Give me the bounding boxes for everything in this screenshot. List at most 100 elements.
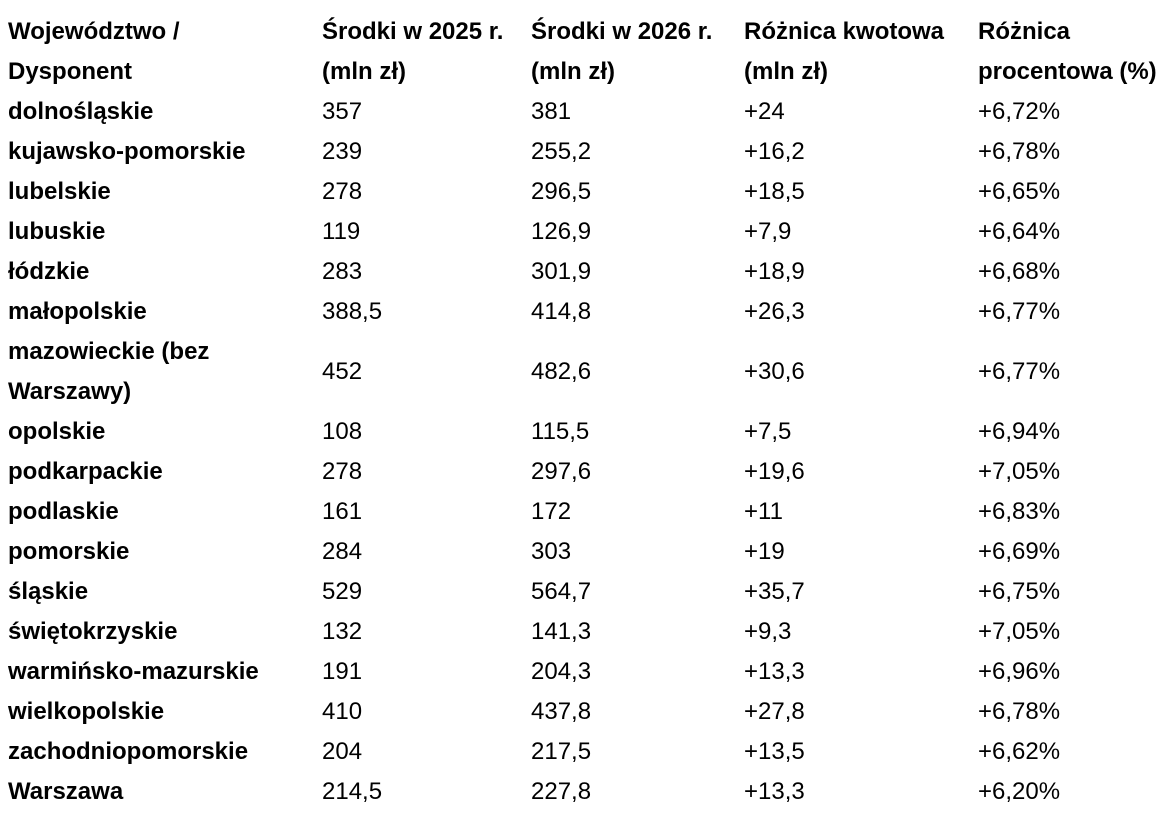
row-label: Warszawa bbox=[8, 778, 124, 805]
row-label: opolskie bbox=[8, 418, 106, 445]
row-label: wielkopolskie bbox=[8, 698, 165, 725]
cell-roznica-procentowa: +6,96% bbox=[978, 658, 1061, 685]
table-row: pomorskie 284 303 +19 +6,69% bbox=[0, 532, 1174, 572]
row-label-cell: warmińsko-mazurskie bbox=[0, 652, 322, 692]
table-row: lubuskie 119 126,9 +7,9 +6,64% bbox=[0, 212, 1174, 252]
table-row: wielkopolskie 410 437,8 +27,8 +6,78% bbox=[0, 692, 1174, 732]
table-row: dolnośląskie 357 381 +24 +6,72% bbox=[0, 92, 1174, 132]
cell-roznica-procentowa: +7,05% bbox=[978, 618, 1061, 645]
cell-srodki-2025: 284 bbox=[322, 538, 363, 565]
cell-roznica-kwotowa: +11 bbox=[744, 498, 783, 525]
cell-srodki-2026: 301,9 bbox=[531, 258, 592, 285]
row-label: zachodniopomorskie bbox=[8, 738, 249, 765]
column-header-line: Różnica bbox=[978, 18, 1071, 45]
cell-roznica-procentowa: +6,75% bbox=[978, 578, 1061, 605]
row-label-cell: śląskie bbox=[0, 572, 322, 612]
row-label-cell: lubelskie bbox=[0, 172, 322, 212]
table-row: Warszawa 214,5 227,8 +13,3 +6,20% bbox=[0, 772, 1174, 812]
table-row: lubelskie 278 296,5 +18,5 +6,65% bbox=[0, 172, 1174, 212]
cell-srodki-2025: 214,5 bbox=[322, 778, 383, 805]
cell-roznica-kwotowa: +30,6 bbox=[744, 358, 805, 385]
table-row: opolskie 108 115,5 +7,5 +6,94% bbox=[0, 412, 1174, 452]
table-row: mazowieckie (bez Warszawy) 452 482,6 +30… bbox=[0, 332, 1174, 412]
cell-srodki-2026: 217,5 bbox=[531, 738, 592, 765]
cell-srodki-2026: 255,2 bbox=[531, 138, 592, 165]
cell-srodki-2025: 239 bbox=[322, 138, 363, 165]
row-label-cell: wielkopolskie bbox=[0, 692, 322, 732]
row-label-cell: łódzkie bbox=[0, 252, 322, 292]
column-header-line: procentowa (%) bbox=[978, 58, 1157, 85]
cell-srodki-2025: 204 bbox=[322, 738, 363, 765]
cell-roznica-procentowa: +6,78% bbox=[978, 698, 1061, 725]
cell-roznica-kwotowa: +13,3 bbox=[744, 778, 805, 805]
cell-srodki-2025: 283 bbox=[322, 258, 363, 285]
row-label-cell: dolnośląskie bbox=[0, 92, 322, 132]
cell-srodki-2026: 126,9 bbox=[531, 218, 592, 245]
cell-roznica-procentowa: +6,68% bbox=[978, 258, 1061, 285]
row-label: śląskie bbox=[8, 578, 89, 605]
row-label: kujawsko-pomorskie bbox=[8, 138, 246, 165]
cell-srodki-2025: 388,5 bbox=[322, 298, 383, 325]
cell-roznica-procentowa: +6,83% bbox=[978, 498, 1061, 525]
row-label: warmińsko-mazurskie bbox=[8, 658, 259, 685]
cell-srodki-2026: 381 bbox=[531, 98, 572, 125]
row-label-cell: lubuskie bbox=[0, 212, 322, 252]
row-label-cell: Warszawa bbox=[0, 772, 322, 812]
cell-roznica-kwotowa: +13,3 bbox=[744, 658, 805, 685]
row-label-cell: pomorskie bbox=[0, 532, 322, 572]
cell-roznica-procentowa: +6,94% bbox=[978, 418, 1061, 445]
table-row: śląskie 529 564,7 +35,7 +6,75% bbox=[0, 572, 1174, 612]
cell-srodki-2025: 357 bbox=[322, 98, 363, 125]
row-label-cell: podlaskie bbox=[0, 492, 322, 532]
table-row: świętokrzyskie 132 141,3 +9,3 +7,05% bbox=[0, 612, 1174, 652]
row-label: podkarpackie bbox=[8, 458, 163, 485]
row-label-cell: małopolskie bbox=[0, 292, 322, 332]
column-header-roznica-procentowa: Różnica procentowa (%) bbox=[978, 12, 1174, 92]
column-header-roznica-kwotowa: Różnica kwotowa (mln zł) bbox=[744, 12, 978, 92]
cell-srodki-2025: 278 bbox=[322, 178, 363, 205]
cell-srodki-2026: 115,5 bbox=[531, 418, 590, 445]
row-label-cell: opolskie bbox=[0, 412, 322, 452]
row-label-cell: świętokrzyskie bbox=[0, 612, 322, 652]
cell-roznica-kwotowa: +13,5 bbox=[744, 738, 805, 765]
cell-roznica-procentowa: +6,77% bbox=[978, 298, 1061, 325]
row-label: małopolskie bbox=[8, 298, 147, 325]
column-header-wojewodztwo: Województwo / Dysponent bbox=[0, 12, 322, 92]
cell-roznica-procentowa: +6,65% bbox=[978, 178, 1061, 205]
cell-roznica-kwotowa: +9,3 bbox=[744, 618, 792, 645]
cell-srodki-2026: 564,7 bbox=[531, 578, 592, 605]
cell-roznica-kwotowa: +19,6 bbox=[744, 458, 805, 485]
cell-roznica-procentowa: +6,69% bbox=[978, 538, 1061, 565]
row-label: łódzkie bbox=[8, 258, 90, 285]
column-header-srodki-2025: Środki w 2025 r. (mln zł) bbox=[322, 12, 531, 92]
column-header-line: Dysponent bbox=[8, 58, 133, 85]
cell-roznica-kwotowa: +18,5 bbox=[744, 178, 805, 205]
row-label: mazowieckie (bez Warszawy) bbox=[8, 338, 210, 405]
column-header-srodki-2026: Środki w 2026 r. (mln zł) bbox=[531, 12, 744, 92]
cell-roznica-kwotowa: +27,8 bbox=[744, 698, 805, 725]
cell-roznica-procentowa: +6,72% bbox=[978, 98, 1061, 125]
row-label-cell: mazowieckie (bez Warszawy) bbox=[0, 332, 322, 412]
cell-srodki-2025: 452 bbox=[322, 358, 363, 385]
cell-roznica-procentowa: +6,20% bbox=[978, 778, 1061, 805]
column-header-line: (mln zł) bbox=[531, 58, 615, 85]
cell-roznica-kwotowa: +7,5 bbox=[744, 418, 792, 445]
row-label: dolnośląskie bbox=[8, 98, 154, 125]
table-row: podkarpackie 278 297,6 +19,6 +7,05% bbox=[0, 452, 1174, 492]
cell-srodki-2026: 227,8 bbox=[531, 778, 592, 805]
cell-srodki-2026: 437,8 bbox=[531, 698, 592, 725]
table-row: podlaskie 161 172 +11 +6,83% bbox=[0, 492, 1174, 532]
cell-roznica-kwotowa: +19 bbox=[744, 538, 785, 565]
row-label-cell: zachodniopomorskie bbox=[0, 732, 322, 772]
cell-srodki-2025: 529 bbox=[322, 578, 363, 605]
table-row: zachodniopomorskie 204 217,5 +13,5 +6,62… bbox=[0, 732, 1174, 772]
row-label: lubuskie bbox=[8, 218, 106, 245]
table-row: warmińsko-mazurskie 191 204,3 +13,3 +6,9… bbox=[0, 652, 1174, 692]
column-header-line: Środki w 2026 r. bbox=[531, 18, 713, 45]
cell-roznica-procentowa: +6,77% bbox=[978, 358, 1061, 385]
cell-srodki-2026: 141,3 bbox=[531, 618, 592, 645]
cell-srodki-2025: 161 bbox=[322, 498, 363, 525]
cell-roznica-procentowa: +6,62% bbox=[978, 738, 1061, 765]
budget-table: Województwo / Dysponent Środki w 2025 r.… bbox=[0, 12, 1174, 812]
cell-roznica-kwotowa: +26,3 bbox=[744, 298, 805, 325]
